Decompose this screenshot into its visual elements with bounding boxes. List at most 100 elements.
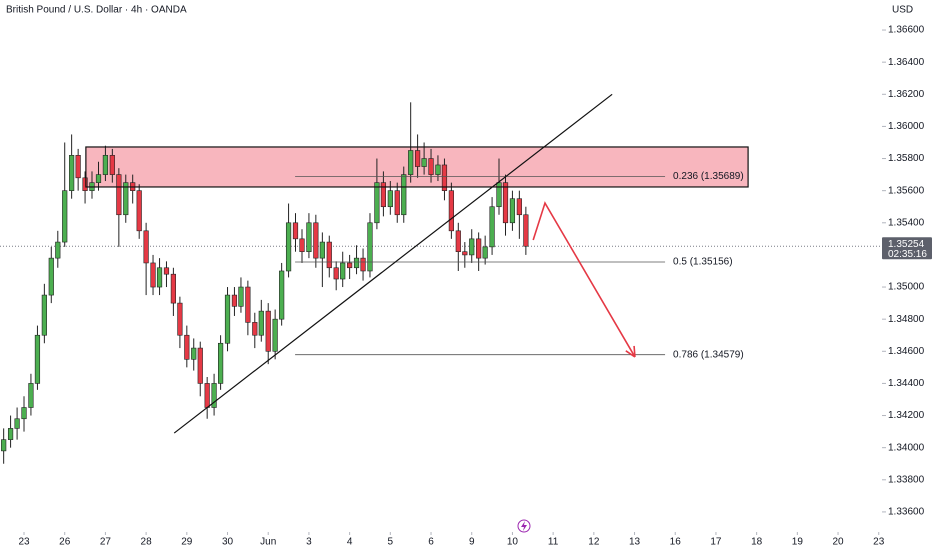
event-icon (517, 519, 531, 533)
candle-body (238, 286, 244, 307)
candle-body (177, 302, 183, 336)
x-tick-label: 20 (832, 537, 844, 548)
candle-body (156, 267, 163, 288)
candle-body (489, 206, 495, 248)
x-tick-label: 13 (629, 537, 641, 548)
candle-body (374, 182, 380, 224)
candle-body (367, 222, 373, 272)
candle-body (21, 407, 27, 420)
candle-body (109, 155, 115, 175)
candle-body (28, 383, 34, 408)
y-tick-label: 1.34200 (888, 410, 925, 421)
candle-body (299, 238, 305, 253)
y-tick-label: 1.36400 (888, 57, 925, 68)
candle-body (496, 182, 502, 208)
x-tick-label: 10 (507, 537, 519, 548)
y-tick-label: 1.36600 (888, 25, 925, 36)
x-tick-label: 6 (428, 537, 434, 548)
candle-body (414, 150, 421, 167)
candle-body (455, 230, 461, 253)
candle-body (123, 182, 129, 216)
x-tick-label: 28 (141, 537, 153, 548)
candle-body (482, 246, 488, 259)
x-tick-label: 23 (873, 537, 885, 548)
candle-body (197, 347, 203, 384)
candle-body (34, 334, 41, 384)
candle-body (421, 158, 427, 167)
trendline (173, 93, 613, 434)
y-tick-label: 1.35800 (888, 153, 925, 164)
y-tick-label: 1.34400 (888, 378, 925, 389)
y-tick-label: 1.34800 (888, 314, 925, 325)
y-tick-label: 1.35000 (888, 282, 925, 293)
last-price-box (882, 237, 932, 260)
candle-body (462, 251, 468, 256)
projection-arrow (532, 201, 636, 358)
candle-body (509, 198, 516, 224)
y-tick-label: 1.35400 (888, 217, 925, 228)
candle-body (292, 222, 299, 240)
y-tick-label: 1.34600 (888, 346, 925, 357)
candle-body (353, 257, 360, 269)
candle-body (340, 262, 346, 280)
candle-body (245, 286, 251, 323)
candle-body (387, 190, 393, 208)
candle-body (55, 241, 61, 259)
fib-label: 0.786 (1.34579) (673, 349, 744, 360)
candle-body (326, 241, 332, 269)
x-tick-label: 11 (548, 537, 559, 548)
candle-body (224, 294, 231, 344)
candle-body (170, 273, 176, 304)
x-tick-label: Jun (260, 537, 276, 548)
candle-body (476, 238, 482, 259)
candle-body (150, 262, 156, 288)
y-tick-label: 1.36200 (888, 89, 925, 100)
supply-zone-border (85, 146, 749, 188)
candle-body (523, 214, 529, 247)
x-tick-label: 16 (670, 537, 682, 548)
candle-body (102, 155, 109, 175)
candle-body (265, 310, 271, 352)
candle-body (502, 182, 509, 224)
candle-body (218, 342, 224, 384)
candle-body (516, 198, 522, 216)
candle-body (62, 190, 68, 243)
chart-title: British Pound / U.S. Dollar · 4h · OANDA (6, 5, 187, 16)
currency-label: USD (892, 5, 913, 16)
candle-body (95, 174, 102, 183)
candle-body (319, 241, 325, 259)
arrow-head (625, 350, 636, 358)
candle-body (333, 267, 339, 280)
x-tick-label: 3 (306, 537, 312, 548)
candle-body (41, 294, 47, 336)
candle-body (252, 322, 258, 336)
candle-body (380, 182, 387, 208)
candle-body (360, 257, 366, 272)
countdown-label: 02:35:16 (888, 249, 927, 260)
x-tick-label: 26 (59, 537, 71, 548)
candle-body (7, 428, 14, 440)
y-tick-label: 1.33600 (888, 507, 925, 518)
candle-body (401, 174, 407, 216)
x-tick-label: 19 (792, 537, 804, 548)
candle-body (204, 383, 210, 408)
candle-body (306, 222, 312, 253)
x-tick-label: 17 (710, 537, 722, 548)
candle-body (272, 318, 278, 352)
x-tick-label: 9 (469, 537, 475, 548)
candle-body (448, 190, 454, 232)
arrow-head (633, 345, 636, 357)
y-tick-label: 1.34000 (888, 442, 925, 453)
candle-body (211, 383, 217, 408)
x-tick-label: 12 (588, 537, 600, 548)
y-tick-label: 1.33800 (888, 474, 925, 485)
candle-body (285, 222, 292, 272)
candle-body (75, 155, 81, 179)
candle-body (394, 190, 400, 216)
x-tick-label: 29 (181, 537, 193, 548)
candle-body (191, 347, 197, 360)
candle-body (313, 222, 319, 259)
candle-body (69, 155, 75, 191)
fib-label: 0.236 (1.35689) (673, 171, 744, 182)
